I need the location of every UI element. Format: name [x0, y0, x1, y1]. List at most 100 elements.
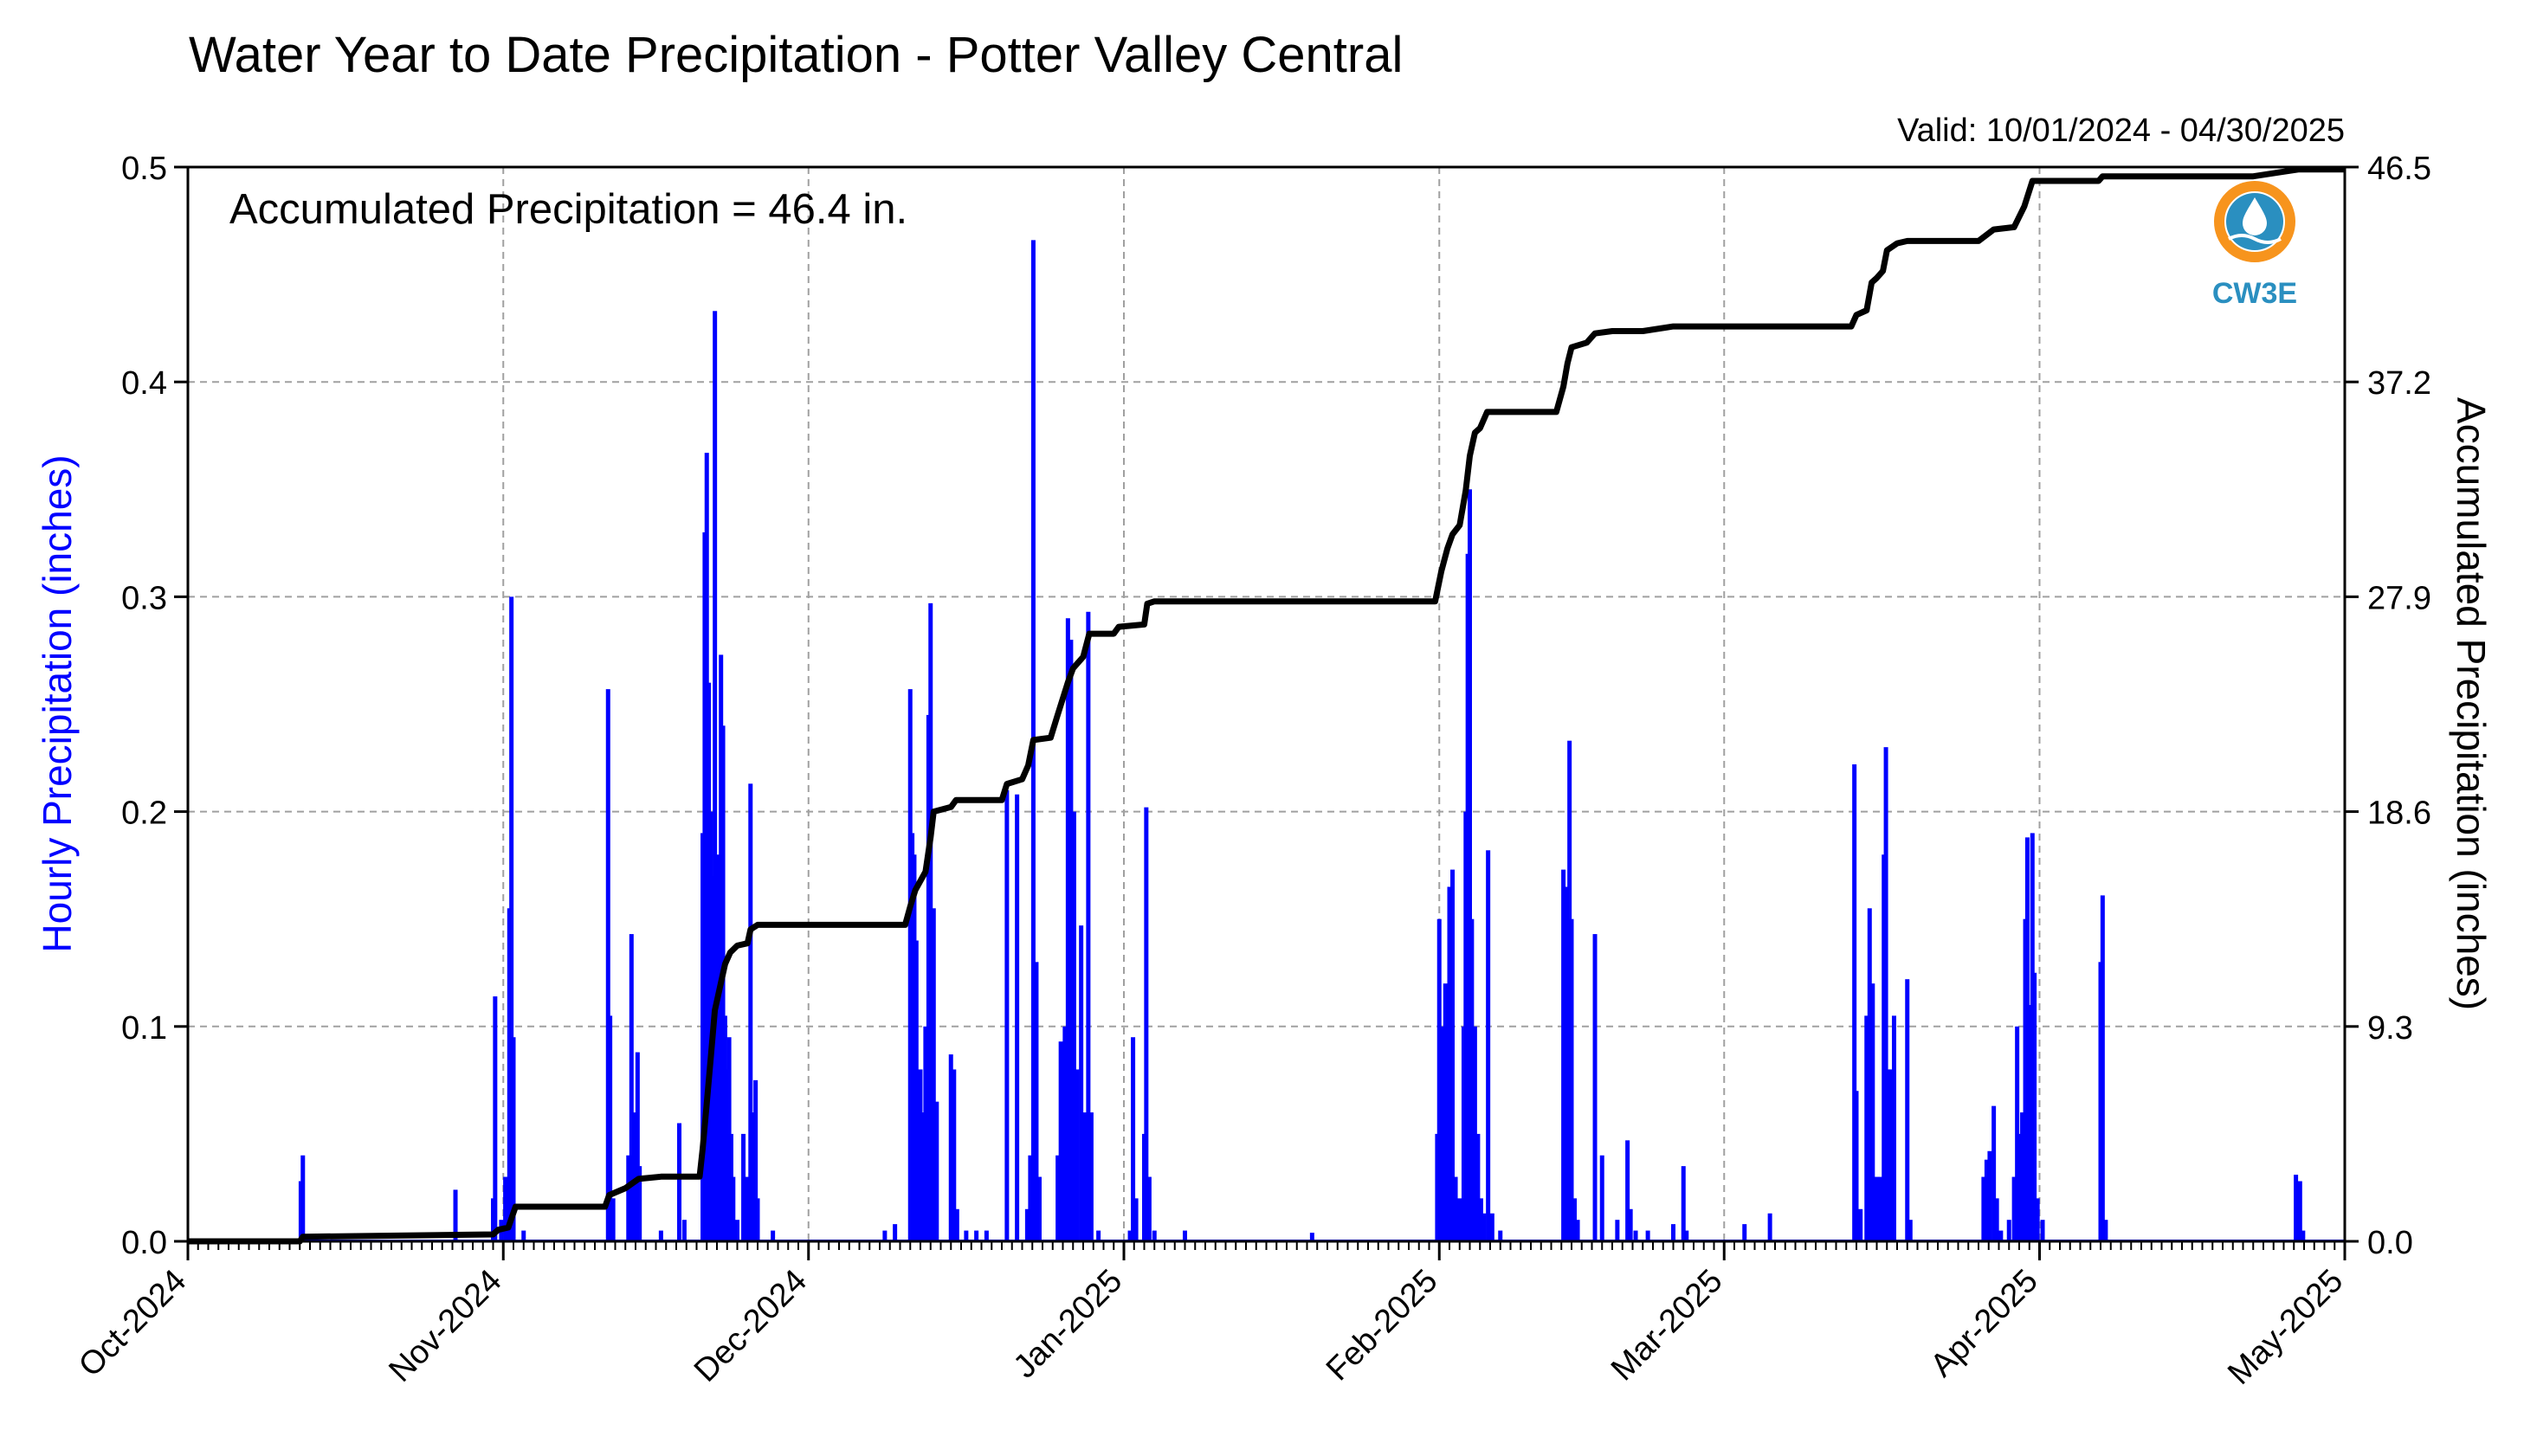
hourly-bar — [913, 940, 919, 1241]
hourly-bar — [1309, 1233, 1314, 1241]
right-y-tick-label: 37.2 — [2367, 365, 2431, 402]
left-y-tick-label: 0.3 — [121, 580, 167, 616]
hourly-bar — [1068, 640, 1074, 1241]
hourly-bar — [1065, 618, 1070, 1241]
hourly-bar — [748, 783, 753, 1241]
logo-text: CW3E — [2212, 277, 2297, 310]
hourly-bar — [605, 689, 610, 1241]
hourly-bar — [1468, 489, 1472, 1241]
hourly-bar — [1681, 1166, 1686, 1241]
accumulated-line — [188, 166, 2345, 1245]
hourly-bar — [1885, 1069, 1890, 1241]
right-axis-label: Accumulated Precipitation (inches) — [2449, 397, 2494, 1010]
left-axis-label: Hourly Precipitation (inches) — [35, 454, 80, 952]
hourly-bar — [771, 1230, 776, 1241]
hourly-bar — [1055, 1155, 1061, 1241]
hourly-bar — [931, 908, 936, 1241]
wave-icon — [2228, 234, 2282, 244]
logo-ring — [2214, 181, 2295, 262]
hourly-bar — [1498, 1230, 1503, 1241]
hourly-bar — [1486, 850, 1491, 1241]
hourly-bar — [681, 1220, 687, 1241]
accumulated-annotation: Accumulated Precipitation = 46.4 in. — [229, 186, 907, 233]
hourly-bar — [1891, 1015, 1896, 1241]
hourly-bar — [1991, 1105, 1997, 1241]
hourly-bar — [626, 1155, 631, 1241]
hourly-bar — [1864, 1015, 1869, 1241]
right-y-tick-label: 0.0 — [2367, 1225, 2413, 1261]
hourly-bar — [1469, 918, 1475, 1241]
hourly-bar — [1645, 1230, 1650, 1241]
hourly-bar — [1146, 1176, 1152, 1241]
hourly-bar — [934, 1101, 939, 1241]
x-tick-label: Oct-2024 — [72, 1263, 193, 1384]
hourly-bar — [1572, 1198, 1578, 1241]
hourly-bar — [1998, 1230, 2004, 1241]
right-y-tick-label: 27.9 — [2367, 580, 2431, 616]
hourly-bar — [1081, 1112, 1087, 1241]
hourly-bar — [948, 1054, 953, 1241]
hourly-bar — [1870, 983, 1875, 1241]
hourly-bar — [1875, 1176, 1879, 1241]
hourly-bar — [952, 1069, 957, 1241]
hourly-bar — [1133, 1198, 1139, 1241]
hourly-bar — [1443, 983, 1448, 1241]
hourly-bar — [755, 1198, 760, 1241]
hourly-bar — [1984, 1159, 1989, 1241]
hourly-bar — [1564, 886, 1569, 1241]
hourly-bar — [511, 1037, 516, 1241]
hourly-bar — [1671, 1224, 1675, 1241]
chart-title: Water Year to Date Precipitation - Potte… — [189, 27, 1403, 83]
left-y-tick-label: 0.4 — [121, 365, 167, 402]
x-tick-label: Feb-2025 — [1320, 1263, 1445, 1388]
hourly-bar — [713, 311, 718, 1242]
hourly-bar — [1981, 1176, 1986, 1241]
hourly-bar — [2103, 1220, 2108, 1241]
hourly-bar — [493, 996, 498, 1241]
hourly-bar — [1628, 1208, 1633, 1241]
drop-icon — [2243, 197, 2267, 235]
hourly-bar — [2032, 972, 2037, 1241]
x-tick-label: Apr-2025 — [1924, 1263, 2045, 1384]
hourly-bar — [1569, 918, 1574, 1241]
hourly-bar — [1183, 1230, 1187, 1241]
hourly-bar — [1858, 1208, 1863, 1241]
hourly-bar — [521, 1230, 526, 1241]
hourly-bar — [1867, 908, 1872, 1241]
hourly-bar — [928, 602, 933, 1241]
hourly-bar — [731, 1176, 736, 1241]
hourly-bar — [1575, 1220, 1580, 1241]
x-tick-label: May-2025 — [2221, 1263, 2350, 1392]
hourly-bar — [1633, 1230, 1638, 1241]
left-y-tick-label: 0.1 — [121, 1010, 167, 1047]
hourly-bar — [635, 1052, 640, 1241]
hourly-bar — [1481, 1213, 1487, 1241]
hourly-bar — [509, 596, 514, 1241]
hourly-bar — [1034, 962, 1039, 1241]
hourly-bar — [1079, 925, 1084, 1241]
hourly-bar — [2006, 1220, 2011, 1241]
hourly-bar — [1478, 1198, 1483, 1241]
hourly-bar — [1062, 1026, 1068, 1241]
hourly-bar — [893, 1224, 898, 1241]
chart-subtitle: Valid: 10/01/2024 - 04/30/2025 — [1897, 113, 2345, 149]
hourly-bar — [1024, 1208, 1030, 1241]
hourly-bar — [677, 1123, 682, 1241]
left-y-tick-label: 0.5 — [121, 151, 167, 187]
hourly-bar — [745, 1176, 750, 1241]
hourly-bar — [1592, 934, 1598, 1241]
hourly-bar — [2020, 1112, 2025, 1241]
hourly-bar — [753, 1079, 758, 1241]
hourly-bar — [920, 1112, 925, 1241]
axes-layer: 0.0 0.1 0.2 0.3 0.4 0.5 0.0 9.3 18.6 27.9 37.2 46.5… — [72, 151, 2431, 1392]
hourly-bar — [1028, 1155, 1033, 1241]
hourly-bar — [453, 1189, 458, 1241]
left-y-tick-label: 0.0 — [121, 1225, 167, 1261]
hourly-bar — [608, 1015, 613, 1241]
hourly-bar — [1152, 1230, 1157, 1241]
hourly-bar — [964, 1230, 969, 1241]
hourly-bar — [1878, 1176, 1883, 1241]
hourly-bar — [1475, 1133, 1481, 1241]
hourly-bar — [1599, 1155, 1604, 1241]
